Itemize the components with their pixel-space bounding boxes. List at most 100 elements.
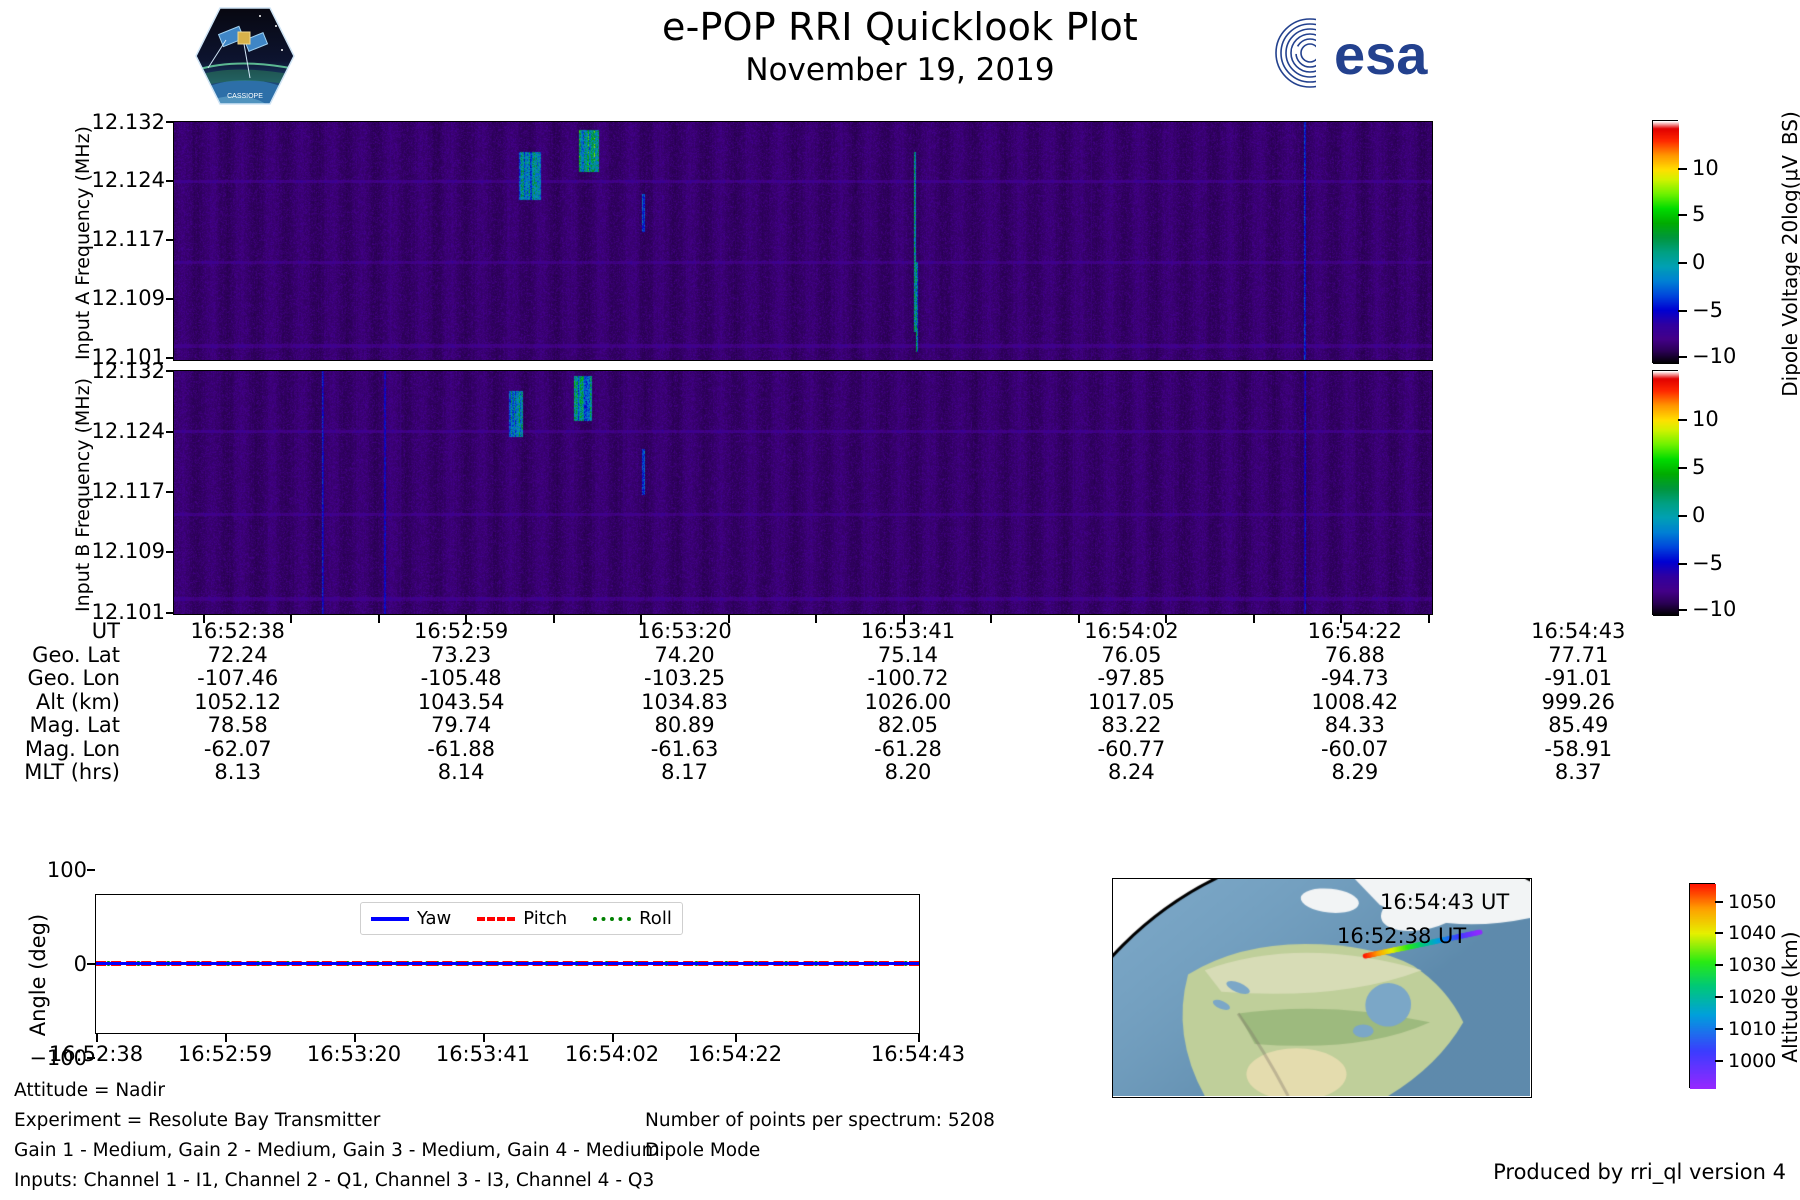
input-b-ytick-2: 12.117 <box>91 479 165 503</box>
input-a-ytick-2: 12.117 <box>91 227 165 251</box>
input-a-spectrogram <box>173 121 1433 361</box>
cell-alt-1: 1043.54 <box>417 689 505 714</box>
cell-geolat-3: 75.14 <box>877 642 939 667</box>
footer-points: Number of points per spectrum: 5208 <box>645 1110 995 1131</box>
cell-geolon-4: -97.85 <box>1097 666 1166 690</box>
cassiope-logo: CASSIOPE <box>190 6 300 106</box>
cell-geolat-5: 76.88 <box>1324 642 1385 667</box>
footer-gains: Gain 1 - Medium, Gain 2 - Medium, Gain 3… <box>14 1140 660 1161</box>
input-b-cbtick-3: −5 <box>1692 551 1723 575</box>
attitude-traces <box>96 961 919 966</box>
row-label-mag-lat: Mag. Lat <box>29 713 120 737</box>
cell-geolat-2: 74.20 <box>654 642 715 667</box>
cell-ut-4: 16:54:02 <box>1084 619 1179 643</box>
alt-cbtick-4: 1010 <box>1728 1018 1777 1040</box>
attitude-xtick-3: 16:53:41 <box>435 1042 531 1066</box>
attitude-ytick-100: 100 <box>46 858 87 882</box>
attitude-xtick-0: 16:52:38 <box>48 1042 144 1066</box>
cell-mlt-1: 8.14 <box>437 760 485 784</box>
title-block: e-POP RRI Quicklook Plot November 19, 20… <box>400 4 1400 90</box>
cell-maglon-2: -61.63 <box>650 736 719 761</box>
cell-mlt-4: 8.24 <box>1108 760 1155 784</box>
cell-maglat-1: 79.74 <box>431 713 492 737</box>
attitude-xtick-5: 16:54:22 <box>687 1042 783 1066</box>
table-row-geo-lon: Geo. Lon -107.46 -105.48 -103.25 -100.72… <box>0 666 1690 691</box>
roll-swatch <box>593 916 632 921</box>
cell-geolon-0: -107.46 <box>197 666 279 690</box>
cell-alt-2: 1034.83 <box>641 689 728 714</box>
table-row-mag-lat: Mag. Lat 78.58 79.74 80.89 82.05 83.22 8… <box>0 713 1690 738</box>
input-b-ytick-0: 12.132 <box>91 359 165 383</box>
legend-item-yaw: Yaw <box>371 908 451 929</box>
cell-geolon-2: -103.25 <box>644 666 726 690</box>
cell-maglon-1: -61.88 <box>427 736 495 761</box>
attitude-xtick-4: 16:54:02 <box>564 1042 660 1066</box>
map-end-time-label: 16:54:43 UT <box>1380 890 1510 914</box>
row-label-geo-lat: Geo. Lat <box>32 642 120 667</box>
cell-ut-1: 16:52:59 <box>413 619 509 643</box>
input-a-cbtick-3: −5 <box>1692 298 1723 322</box>
input-b-spectrogram <box>173 370 1433 615</box>
row-label-alt: Alt (km) <box>35 689 120 714</box>
alt-cbtick-0: 1050 <box>1728 891 1777 913</box>
cell-alt-0: 1052.12 <box>194 689 282 714</box>
pitch-swatch <box>477 916 516 921</box>
input-a-ytick-1: 12.124 <box>91 168 165 192</box>
cell-maglat-5: 84.33 <box>1324 713 1385 737</box>
legend-label-roll: Roll <box>639 908 672 929</box>
row-label-geo-lon: Geo. Lon <box>27 666 120 690</box>
cell-mlt-6: 8.37 <box>1554 760 1602 784</box>
legend-label-pitch: Pitch <box>523 908 568 929</box>
altitude-colorbar-label: Altitude (km) <box>1778 931 1800 1063</box>
cell-maglon-4: -60.77 <box>1097 736 1166 761</box>
map-start-time-label: 16:52:38 UT <box>1337 924 1467 948</box>
cell-mlt-3: 8.20 <box>884 760 932 784</box>
page-header: CASSIOPE e-POP RRI Quicklook Plot Novemb… <box>0 0 1800 105</box>
attitude-xtick-2: 16:53:20 <box>306 1042 402 1066</box>
cell-ut-5: 16:54:22 <box>1307 619 1402 643</box>
alt-cbtick-1: 1040 <box>1728 922 1777 944</box>
cell-geolon-1: -105.48 <box>420 666 502 690</box>
input-a-ytick-0: 12.132 <box>91 110 165 134</box>
alt-cbtick-2: 1030 <box>1728 954 1777 976</box>
cell-maglon-3: -61.28 <box>874 736 942 761</box>
esa-logo-text: esa <box>1334 23 1428 86</box>
cell-alt-5: 1008.42 <box>1311 689 1399 714</box>
cell-maglon-5: -60.07 <box>1320 736 1389 761</box>
orbit-track-map <box>1112 878 1532 1098</box>
cell-maglat-0: 78.58 <box>207 713 268 737</box>
cell-ut-2: 16:53:20 <box>637 619 732 643</box>
cell-alt-3: 1026.00 <box>864 689 952 714</box>
yaw-swatch <box>371 916 409 921</box>
cell-geolat-6: 77.71 <box>1548 642 1609 667</box>
produced-by-label: Produced by rri_ql version 4 <box>1493 1160 1786 1184</box>
cell-alt-6: 999.26 <box>1541 689 1615 714</box>
input-a-cbtick-2: 0 <box>1692 250 1706 274</box>
legend-item-pitch: Pitch <box>477 908 567 929</box>
input-b-cbtick-0: 10 <box>1692 407 1719 431</box>
altitude-colorbar <box>1689 883 1716 1089</box>
attitude-xtick-6: 16:54:43 <box>870 1042 966 1066</box>
table-row-alt: Alt (km) 1052.12 1043.54 1034.83 1026.00… <box>0 689 1690 715</box>
cell-geolon-6: -91.01 <box>1544 666 1613 690</box>
row-label-mlt: MLT (hrs) <box>24 760 120 784</box>
attitude-ytick-0: 0 <box>73 952 87 976</box>
table-row-mlt: MLT (hrs) 8.13 8.14 8.17 8.20 8.24 8.29 … <box>0 760 1690 785</box>
esa-logo: esa <box>1272 16 1492 90</box>
cell-maglat-6: 85.49 <box>1548 713 1609 737</box>
table-row-mag-lon: Mag. Lon -62.07 -61.88 -61.63 -61.28 -60… <box>0 736 1690 762</box>
cell-alt-4: 1017.05 <box>1087 689 1175 714</box>
attitude-ytick-neg100: −100 <box>29 1046 87 1070</box>
row-label-ut: UT <box>91 619 120 643</box>
input-b-cbtick-1: 5 <box>1692 455 1706 479</box>
ephemeris-table: UT 16:52:38 16:52:59 16:53:20 16:53:41 1… <box>0 619 1690 785</box>
input-a-cbtick-0: 10 <box>1692 156 1719 180</box>
input-b-cbtick-4: −10 <box>1692 597 1737 621</box>
input-b-ytick-1: 12.124 <box>91 419 165 443</box>
input-b-cbtick-2: 0 <box>1692 503 1706 527</box>
cell-maglat-4: 83.22 <box>1101 713 1162 737</box>
cell-geolat-1: 73.23 <box>431 642 492 667</box>
footer-inputs: Inputs: Channel 1 - I1, Channel 2 - Q1, … <box>14 1170 655 1191</box>
input-a-cbtick-4: −10 <box>1692 344 1737 368</box>
cell-mlt-0: 8.13 <box>214 760 262 784</box>
